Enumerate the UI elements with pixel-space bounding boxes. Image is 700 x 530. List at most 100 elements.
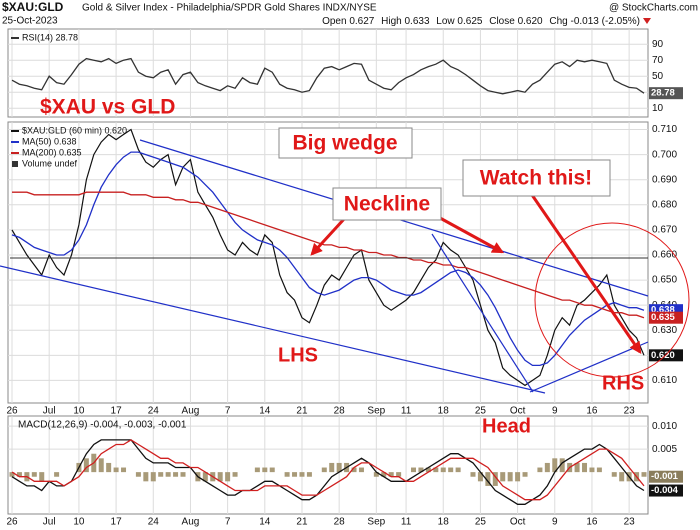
annotation: $XAU vs GLD: [40, 96, 175, 119]
y-tick-label: 0.700: [652, 149, 677, 160]
value-marker: [649, 311, 683, 324]
x-tick-label: 23: [624, 517, 636, 528]
source: @ StockCharts.com: [609, 3, 698, 14]
histogram-bar: [448, 467, 454, 473]
histogram-bar: [515, 472, 521, 482]
histogram-bar: [358, 467, 364, 473]
histogram-bar: [619, 472, 625, 482]
y-tick-label: 0.010: [652, 421, 677, 432]
histogram-bar: [143, 472, 149, 482]
value-marker-label: 28.78: [651, 88, 675, 99]
histogram-bar: [150, 472, 156, 482]
legend-swatch: [12, 161, 18, 167]
histogram-bar: [254, 467, 260, 473]
histogram-bar: [589, 467, 595, 473]
histogram-bar: [388, 472, 394, 477]
histogram-bar: [544, 462, 550, 473]
annotations: $XAU vs GLD Big wedge Neckline Watch thi…: [0, 96, 690, 437]
quote-item: Low 0.625: [436, 16, 483, 27]
panel: [7, 28, 649, 118]
x-tick-label: 26: [6, 406, 18, 417]
symbol: $XAU:GLD: [2, 0, 64, 14]
histogram-bar: [596, 467, 602, 473]
x-tick-label: 18: [438, 517, 450, 528]
description: Gold & Silver Index - Philadelphia/SPDR …: [82, 3, 377, 14]
histogram-bar: [582, 462, 588, 473]
histogram-bar: [106, 462, 112, 473]
panel: [7, 415, 649, 515]
x-tick-label: 14: [259, 517, 271, 528]
value-marker-label: 0.635: [651, 312, 675, 323]
legend-entry: Volume undef: [22, 158, 78, 168]
value-marker: [649, 87, 683, 100]
y-tick-label: 0.670: [652, 225, 677, 236]
x-tick-label: 24: [148, 517, 160, 528]
x-tick-label: 9: [552, 406, 558, 417]
histogram-bar: [552, 458, 558, 473]
value-marker: [649, 470, 683, 483]
x-tick-label: 18: [438, 406, 450, 417]
histogram-bar: [180, 472, 186, 477]
annotation: LHS: [278, 344, 318, 366]
value-marker-label: 0.620: [651, 350, 675, 361]
histogram-bar: [477, 472, 483, 482]
annotation: Head: [482, 415, 531, 437]
y-tick-label: 0.660: [652, 250, 677, 261]
histogram-bar: [262, 467, 268, 473]
histogram-bar: [433, 467, 439, 473]
x-tick-label: Jul: [43, 517, 56, 528]
x-tick-label: 17: [111, 406, 123, 417]
histogram-bar: [121, 467, 127, 473]
histogram-bar: [9, 472, 15, 477]
y-tick-label: 0.650: [652, 275, 677, 286]
value-marker-label: 0.638: [651, 305, 675, 316]
x-tick-label: 14: [259, 406, 271, 417]
histogram-bar: [485, 472, 491, 486]
x-tick-label: 25: [475, 406, 487, 417]
x-tick-label: 21: [296, 517, 308, 528]
y-tick-label: 0.710: [652, 124, 677, 135]
histogram-bar: [225, 472, 231, 482]
date: 25-Oct-2023: [2, 16, 58, 27]
quote-item: Open 0.627: [322, 16, 375, 27]
histogram-bar: [39, 472, 45, 482]
histogram-bar: [158, 472, 164, 477]
x-tick-label: 7: [225, 406, 231, 417]
x-tick-label: 24: [148, 406, 160, 417]
highlight-circle: [534, 222, 690, 378]
x-tick-label: 17: [111, 517, 123, 528]
histogram-bar: [321, 467, 327, 473]
annotation: RHS: [602, 372, 644, 394]
histogram-bar: [492, 472, 498, 486]
annotation-box: [462, 159, 611, 197]
quote-item: Close 0.620: [489, 16, 543, 27]
histogram-bar: [98, 458, 104, 473]
y-tick-label: 0.005: [652, 444, 677, 455]
x-tick-label: 16: [586, 406, 598, 417]
histogram-bar: [31, 472, 37, 477]
histogram-bar: [54, 472, 60, 477]
x-tick-label: 10: [73, 406, 85, 417]
histogram-bar: [165, 472, 171, 477]
x-tick-label: Sep: [367, 406, 385, 417]
y-tick-label: 0.680: [652, 199, 677, 210]
arrow: [310, 216, 347, 256]
x-tick-label: Sep: [367, 517, 385, 528]
histogram-bar: [299, 472, 305, 477]
quote: Open 0.627 High 0.633 Low 0.625 Close 0.…: [322, 16, 640, 27]
annotation-box: [332, 187, 442, 221]
quote-item: High 0.633: [381, 16, 430, 27]
x-tick-label: 11: [401, 406, 412, 417]
series-line: [11, 439, 645, 505]
annotation-box: [278, 127, 413, 159]
x-tick-label: Aug: [182, 406, 200, 417]
histogram-bar: [559, 458, 565, 473]
legend-entry: RSI(14) 28.78: [22, 32, 78, 42]
histogram-bar: [537, 467, 543, 473]
histogram-bar: [83, 458, 89, 473]
y-tick-label: 10: [652, 103, 664, 114]
y-tick-label: 0.690: [652, 174, 677, 185]
series-line: [11, 151, 645, 367]
